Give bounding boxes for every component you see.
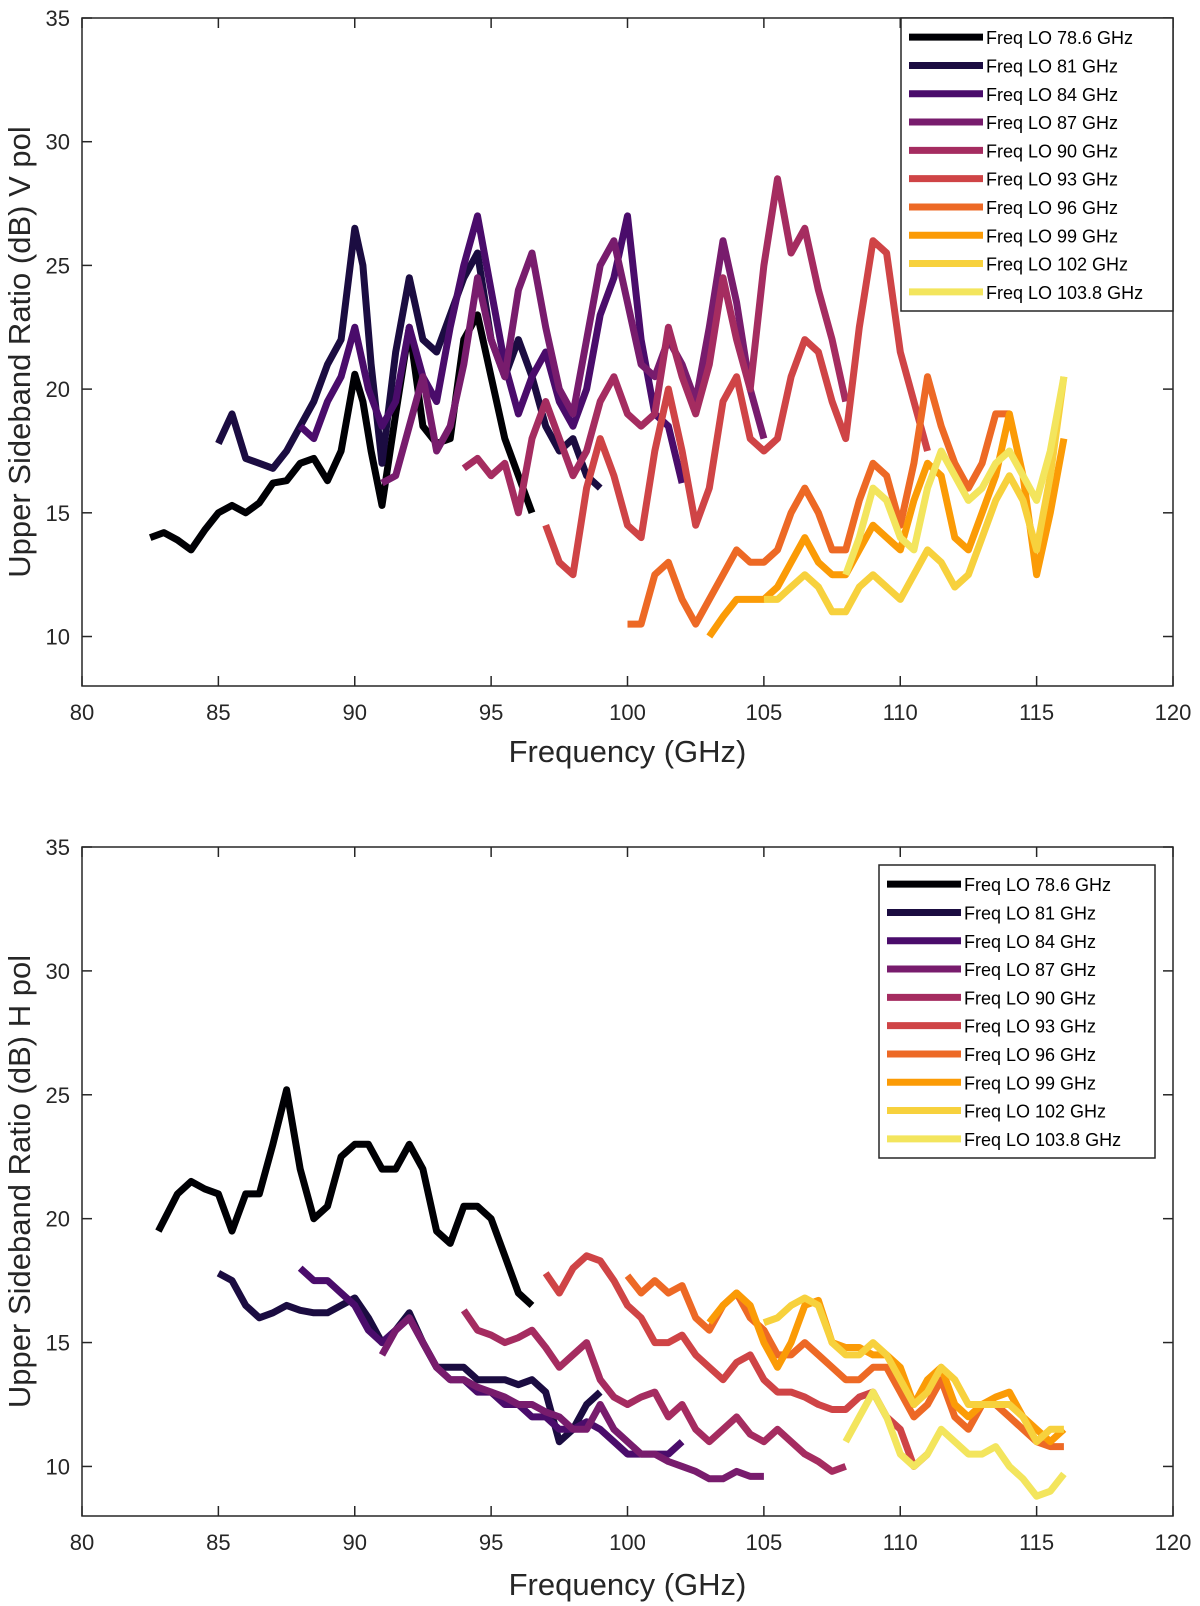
- y-tick-label: 30: [46, 130, 70, 155]
- legend-label-7: Freq LO 96 GHz: [986, 198, 1118, 218]
- series-group: [155, 1086, 1067, 1500]
- x-tick-label: 105: [746, 700, 783, 725]
- x-axis-label: Frequency (GHz): [509, 1567, 747, 1602]
- series-line-2: [215, 224, 603, 491]
- x-tick-label: 100: [609, 1530, 646, 1555]
- legend: Freq LO 78.6 GHz Freq LO 81 GHz Freq LO 84…: [878, 864, 1156, 1159]
- legend-label-10: Freq LO 103.8 GHz: [986, 283, 1143, 303]
- x-tick-label: 115: [1019, 1530, 1054, 1555]
- x-tick-label: 90: [343, 1530, 367, 1555]
- legend-label-10: Freq LO 103.8 GHz: [964, 1130, 1121, 1150]
- y-axis-label: Upper Sideband Ratio (dB) H pol: [2, 955, 37, 1408]
- legend-label-3: Freq LO 84 GHz: [986, 85, 1118, 105]
- legend-label-1: Freq LO 78.6 GHz: [964, 875, 1111, 895]
- series-line-7: [627, 373, 1010, 628]
- legend: Freq LO 78.6 GHz Freq LO 81 GHz Freq LO 84…: [900, 17, 1174, 312]
- series-line-9: [762, 1294, 1064, 1446]
- x-tick-label: 110: [883, 700, 918, 725]
- series-line-10: [842, 376, 1068, 576]
- series-line-10: [842, 1388, 1067, 1500]
- y-tick-label: 10: [46, 625, 70, 650]
- series-line-1: [155, 1086, 535, 1308]
- series-group: [148, 175, 1068, 639]
- legend-label-7: Freq LO 96 GHz: [964, 1045, 1096, 1065]
- x-tick-label: 90: [343, 700, 367, 725]
- y-tick-label: 35: [46, 835, 70, 860]
- legend-label-8: Freq LO 99 GHz: [964, 1073, 1096, 1093]
- x-tick-label: 120: [1155, 1530, 1192, 1555]
- y-tick-label: 35: [46, 6, 70, 31]
- y-tick-label: 20: [46, 1207, 70, 1232]
- y-tick-label: 25: [46, 1083, 70, 1108]
- series-line-8: [706, 410, 1068, 639]
- chart-2: 80 85 90 95 100 105 110 115 120 10 15 20 25 30 35 Frequ…: [2, 835, 1191, 1602]
- series-line-2: [216, 1270, 603, 1446]
- x-tick-label: 80: [70, 1530, 94, 1555]
- x-tick-label: 95: [479, 700, 503, 725]
- x-axis-label: Frequency (GHz): [509, 734, 747, 769]
- legend-label-4: Freq LO 87 GHz: [964, 960, 1096, 980]
- y-tick-label: 15: [46, 501, 70, 526]
- legend-label-6: Freq LO 93 GHz: [986, 170, 1118, 190]
- x-tick-label: 100: [609, 700, 646, 725]
- series-line-9: [763, 376, 1068, 616]
- legend-label-3: Freq LO 84 GHz: [964, 932, 1096, 952]
- y-tick-label: 15: [46, 1331, 70, 1356]
- y-tick-label: 25: [46, 253, 70, 278]
- legend-label-5: Freq LO 90 GHz: [986, 141, 1118, 161]
- x-tick-label: 105: [746, 1530, 783, 1555]
- x-tick-label: 115: [1019, 700, 1054, 725]
- x-tick-label: 80: [70, 700, 94, 725]
- legend-label-8: Freq LO 99 GHz: [986, 226, 1118, 246]
- legend-label-9: Freq LO 102 GHz: [964, 1102, 1106, 1122]
- series-line-5: [461, 175, 850, 517]
- x-tick-label: 120: [1155, 700, 1192, 725]
- chart-1: 80 85 90 95 100 105 110 115 120 10 15 20 25 30 35 Frequ…: [2, 6, 1191, 769]
- y-tick-label: 30: [46, 959, 70, 984]
- series-line-6: [542, 237, 931, 579]
- legend-label-2: Freq LO 81 GHz: [986, 56, 1118, 76]
- x-tick-label: 85: [206, 1530, 230, 1555]
- legend-label-5: Freq LO 90 GHz: [964, 988, 1096, 1008]
- y-tick-label: 10: [46, 1454, 70, 1479]
- series-line-6: [542, 1252, 930, 1470]
- legend-label-2: Freq LO 81 GHz: [964, 903, 1096, 923]
- x-tick-label: 85: [206, 700, 230, 725]
- x-tick-label: 110: [883, 1530, 918, 1555]
- y-tick-label: 20: [46, 377, 70, 402]
- y-axis-label: Upper Sideband Ratio (dB) V pol: [2, 126, 37, 577]
- x-tick-label: 95: [479, 1530, 503, 1555]
- legend-label-9: Freq LO 102 GHz: [986, 255, 1128, 275]
- series-line-5: [460, 1308, 847, 1475]
- legend-label-6: Freq LO 93 GHz: [964, 1017, 1096, 1037]
- legend-label-1: Freq LO 78.6 GHz: [986, 28, 1133, 48]
- legend-label-4: Freq LO 87 GHz: [986, 113, 1118, 133]
- series-line-4: [380, 237, 768, 487]
- series-line-4: [378, 1314, 764, 1483]
